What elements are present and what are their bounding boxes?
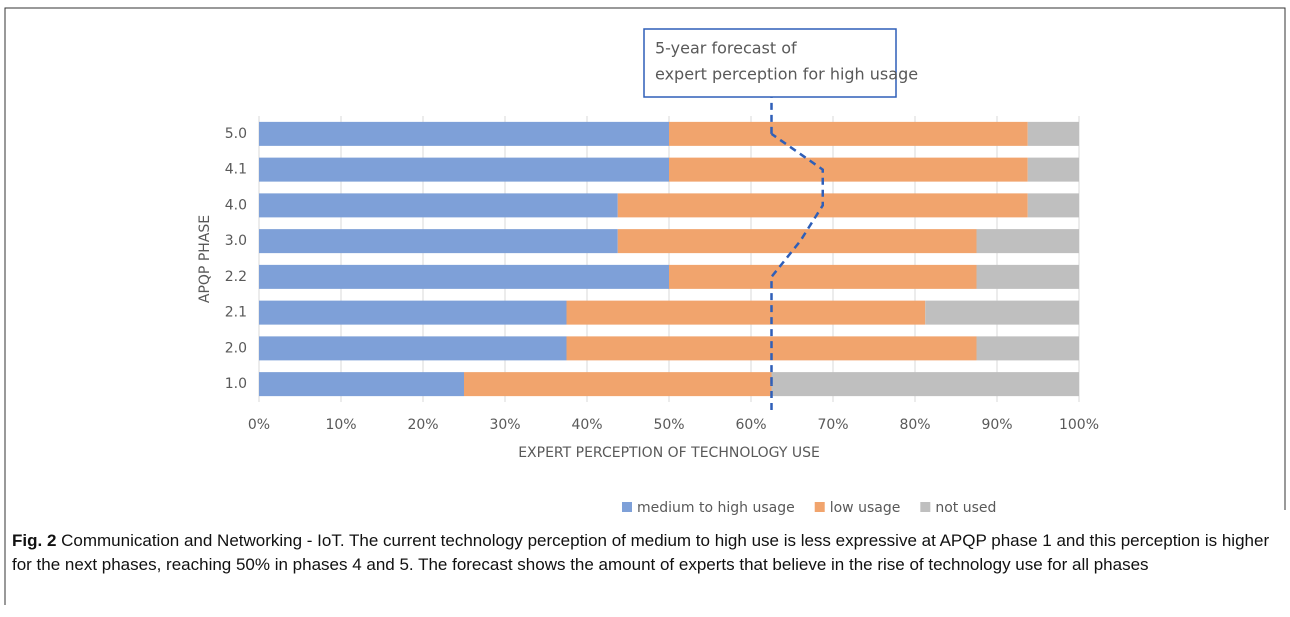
- caption-text: Communication and Networking - IoT. The …: [12, 531, 1270, 574]
- x-tick-label: 10%: [325, 417, 356, 433]
- y-tick-label: 2.1: [225, 305, 247, 321]
- bar-segment: [1027, 193, 1079, 218]
- bar-segment: [259, 193, 618, 218]
- annotation-box: [643, 28, 897, 98]
- annotation-text: 5-year forecast of: [655, 39, 797, 58]
- legend-swatch: [920, 502, 931, 512]
- x-tick-label: 90%: [981, 417, 1012, 433]
- bar-segment: [259, 229, 618, 254]
- legend-label: medium to high usage: [637, 500, 795, 516]
- bar-segment: [925, 300, 1079, 325]
- bar-segment: [1027, 121, 1079, 146]
- y-tick-label: 3.0: [225, 233, 247, 249]
- y-axis-label: APQP PHASE: [197, 215, 213, 303]
- y-tick-label: 4.0: [225, 197, 247, 213]
- annotation-text: expert perception for high usage: [655, 65, 918, 84]
- bar-segment: [259, 121, 669, 146]
- bar-segment: [1027, 157, 1079, 182]
- x-tick-label: 60%: [735, 417, 766, 433]
- bar-segment: [259, 336, 567, 361]
- x-tick-label: 70%: [817, 417, 848, 433]
- bar-segment: [669, 157, 1028, 182]
- x-tick-label: 80%: [899, 417, 930, 433]
- bar-segment: [771, 372, 1079, 397]
- bar-segment: [259, 157, 669, 182]
- caption: Fig. 2 Communication and Networking - Io…: [12, 529, 1274, 577]
- forecast-line: [770, 132, 824, 385]
- y-tick-label: 2.0: [225, 340, 247, 356]
- y-tick-label: 1.0: [225, 376, 247, 392]
- legend-swatch: [622, 502, 632, 512]
- y-tick-label: 4.1: [225, 162, 247, 178]
- legend-label: low usage: [830, 500, 901, 516]
- x-tick-label: 50%: [653, 417, 684, 433]
- figure-frame: [4, 7, 1286, 605]
- bar-segment: [259, 300, 567, 325]
- bar-segment: [976, 336, 1079, 361]
- legend-label: not used: [935, 500, 996, 516]
- bar-segment: [976, 229, 1079, 254]
- x-axis-label: EXPERT PERCEPTION OF TECHNOLOGY USE: [518, 445, 820, 461]
- x-tick-label: 30%: [489, 417, 520, 433]
- x-tick-label: 40%: [571, 417, 602, 433]
- bar-segment: [259, 264, 669, 289]
- x-tick-label: 100%: [1059, 417, 1099, 433]
- bar-segment: [566, 300, 926, 325]
- y-tick-label: 5.0: [225, 126, 247, 142]
- y-tick-label: 2.2: [225, 269, 247, 285]
- bar-segment: [259, 372, 464, 397]
- x-tick-label: 20%: [407, 417, 438, 433]
- bar-segment: [617, 229, 977, 254]
- legend-swatch: [814, 502, 825, 512]
- x-tick-label: 0%: [248, 417, 270, 433]
- bar-segment: [464, 372, 772, 397]
- caption-label: Fig. 2: [12, 531, 57, 550]
- bar-segment: [669, 264, 977, 289]
- bar-segment: [976, 264, 1079, 289]
- bar-segment: [669, 121, 1028, 146]
